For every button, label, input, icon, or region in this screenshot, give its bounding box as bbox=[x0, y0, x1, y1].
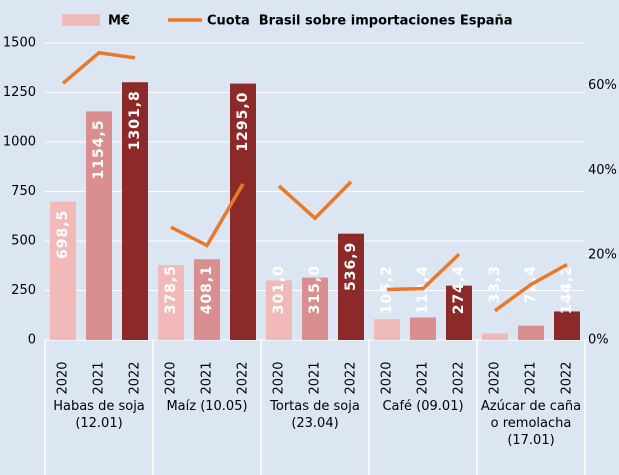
x-tick-label: 2020 bbox=[380, 361, 395, 394]
data-label: 378,5 bbox=[163, 265, 179, 314]
x-tick-label: 2021 bbox=[416, 361, 431, 394]
bar bbox=[158, 265, 184, 340]
x-tick-label: 2021 bbox=[524, 361, 539, 394]
x-tick-label: 2020 bbox=[56, 361, 71, 394]
bar bbox=[446, 285, 472, 340]
data-label: 698,5 bbox=[55, 210, 71, 259]
y-tick-label: 0 bbox=[28, 333, 36, 348]
data-label: 301,0 bbox=[271, 265, 287, 314]
group-label: Tortas de soja (23.04) bbox=[270, 399, 360, 431]
data-label: 144,2 bbox=[559, 265, 575, 314]
y2-tick-label: 20% bbox=[588, 248, 617, 263]
y2-tick-label: 40% bbox=[588, 163, 617, 178]
data-label: 315,0 bbox=[307, 265, 323, 314]
bar bbox=[194, 259, 220, 340]
line-series bbox=[493, 262, 568, 313]
bar bbox=[122, 82, 148, 341]
legend-label: Cuota Brasil sobre importaciones España bbox=[207, 14, 513, 29]
data-label: 105,2 bbox=[379, 265, 395, 314]
x-tick-label: 2021 bbox=[200, 361, 215, 394]
group-label: Habas de soja (12.01) bbox=[53, 399, 145, 431]
legend-swatch bbox=[62, 14, 100, 26]
data-label: 536,9 bbox=[343, 242, 359, 291]
y2-tick-label: 0% bbox=[588, 333, 609, 348]
x-tick-label: 2022 bbox=[236, 361, 251, 394]
x-tick-label: 2022 bbox=[560, 361, 575, 394]
bar bbox=[518, 325, 544, 340]
group-label: Maíz (10.05) bbox=[166, 399, 248, 414]
y-tick-label: 1500 bbox=[3, 36, 36, 51]
y-tick-label: 750 bbox=[11, 184, 36, 199]
y-tick-label: 250 bbox=[11, 283, 36, 298]
x-tick-label: 2021 bbox=[92, 361, 107, 394]
y-tick-label: 1000 bbox=[3, 135, 36, 150]
data-label: 408,1 bbox=[199, 265, 215, 314]
bar bbox=[230, 83, 256, 340]
bar bbox=[86, 111, 112, 340]
x-tick-label: 2022 bbox=[452, 361, 467, 394]
bar bbox=[374, 319, 400, 340]
data-label: 274,4 bbox=[451, 265, 467, 314]
y2-tick-label: 60% bbox=[588, 78, 617, 93]
y-tick-label: 500 bbox=[11, 234, 36, 249]
x-tick-label: 2021 bbox=[308, 361, 323, 394]
group-label: Azúcar de caña o remolacha (17.01) bbox=[480, 399, 582, 448]
y-tick-label: 1250 bbox=[3, 85, 36, 100]
data-label: 1295,0 bbox=[235, 92, 251, 152]
data-label: 1301,8 bbox=[127, 90, 143, 150]
data-label: 1154,5 bbox=[91, 119, 107, 179]
bar bbox=[410, 317, 436, 340]
x-tick-label: 2022 bbox=[128, 361, 143, 394]
line-series bbox=[170, 182, 245, 248]
legend-label: M€ bbox=[108, 14, 130, 29]
data-label: 33,3 bbox=[487, 265, 503, 304]
x-tick-label: 2020 bbox=[272, 361, 287, 394]
bar bbox=[50, 201, 76, 340]
bar bbox=[338, 233, 364, 340]
bar bbox=[554, 311, 580, 340]
line-series bbox=[277, 180, 353, 221]
bar bbox=[302, 277, 328, 340]
group-label: Café (09.01) bbox=[382, 399, 464, 414]
bar bbox=[482, 333, 508, 340]
x-tick-label: 2020 bbox=[488, 361, 503, 394]
x-tick-label: 2020 bbox=[164, 361, 179, 394]
bar bbox=[266, 280, 292, 340]
x-tick-label: 2022 bbox=[344, 361, 359, 394]
line-series bbox=[61, 50, 136, 85]
line-series bbox=[386, 253, 461, 292]
